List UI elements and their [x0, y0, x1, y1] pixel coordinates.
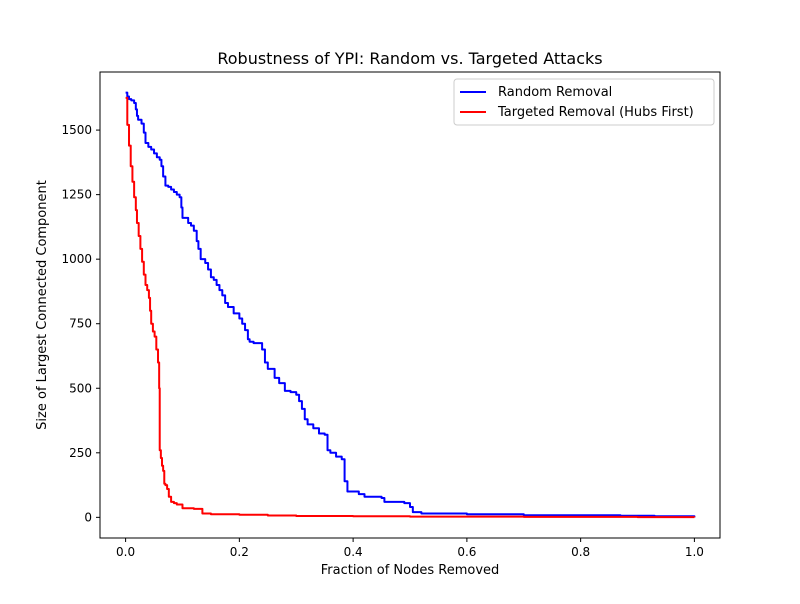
y-tick-label: 1250 — [61, 188, 92, 202]
legend: Random Removal Targeted Removal (Hubs Fir… — [453, 78, 715, 126]
x-axis-label: Fraction of Nodes Removed — [321, 563, 500, 578]
legend-label: Random Removal — [498, 85, 612, 100]
x-tick-label: 1.0 — [685, 545, 704, 559]
x-tick-label: 0.8 — [571, 545, 590, 559]
x-tick-label: 0.6 — [457, 545, 476, 559]
legend-box — [453, 78, 715, 126]
series-layer — [125, 91, 696, 519]
x-tick-label: 0.4 — [344, 545, 363, 559]
series-line-random-removal — [125, 91, 696, 518]
x-tick-label: 0.0 — [116, 545, 135, 559]
y-tick-label: 500 — [69, 381, 92, 395]
y-tick-label: 1000 — [61, 252, 92, 266]
series-line-targeted-removal — [125, 96, 696, 519]
plot-frame — [99, 71, 721, 539]
y-axis-label: Size of Largest Connected Component — [35, 180, 50, 430]
chart-title: Robustness of YPI: Random vs. Targeted A… — [217, 49, 602, 68]
y-tick-label: 0 — [84, 510, 92, 524]
y-tick-label: 1500 — [61, 123, 92, 137]
x-axis: 0.0 0.2 0.4 0.6 0.8 1.0 — [116, 538, 704, 559]
y-axis: 0 250 500 750 1000 1250 1500 — [61, 123, 100, 524]
y-tick-label: 750 — [69, 317, 92, 331]
y-tick-label: 250 — [69, 446, 92, 460]
legend-label: Targeted Removal (Hubs First) — [497, 105, 694, 120]
x-tick-label: 0.2 — [230, 545, 249, 559]
